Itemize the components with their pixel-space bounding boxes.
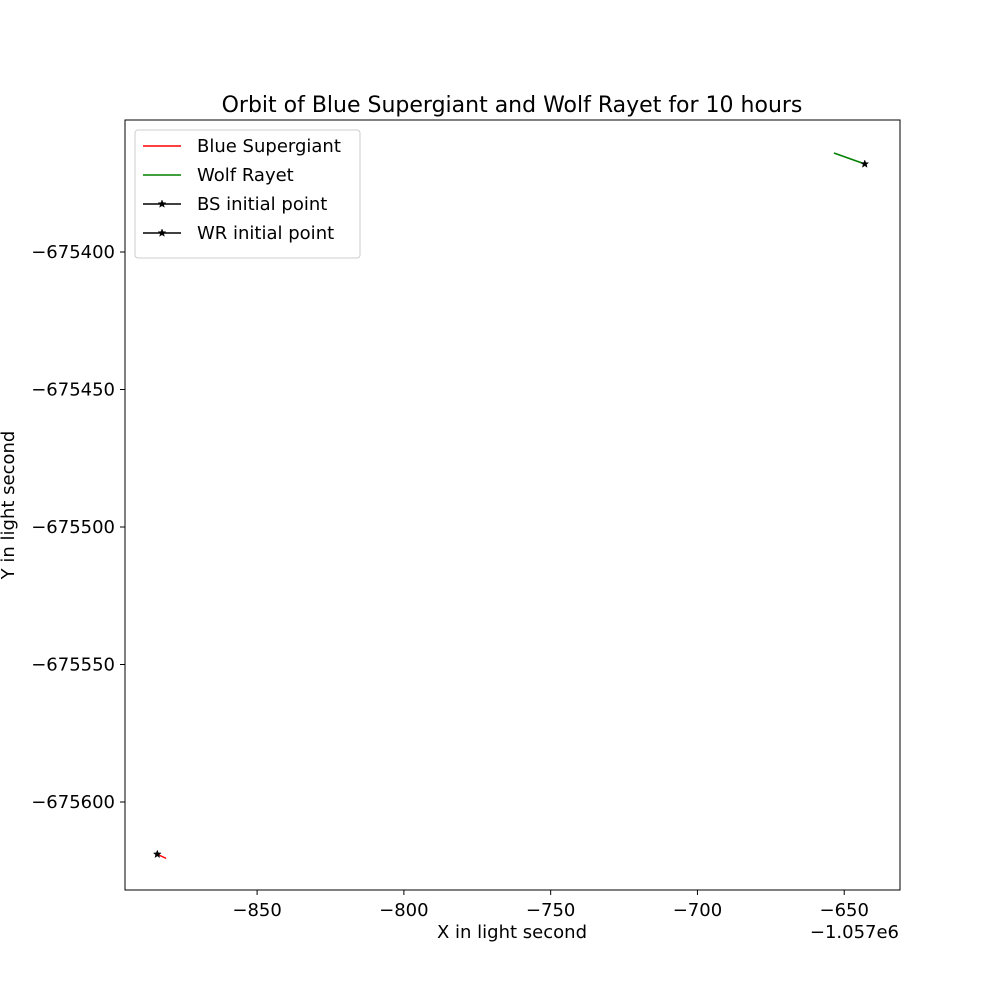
chart-title: Orbit of Blue Supergiant and Wolf Rayet … (222, 93, 803, 118)
legend-label-blue-supergiant: Blue Supergiant (197, 136, 341, 157)
y-tick-label: −675450 (31, 380, 115, 401)
x-tick-label: −850 (232, 900, 281, 921)
y-axis: −675400 −675450 −675500 −675550 −675600 (31, 242, 125, 813)
x-axis: −850 −800 −750 −700 −650 (232, 890, 869, 921)
x-tick-label: −700 (673, 900, 722, 921)
wr-initial-point-marker (861, 160, 869, 167)
y-tick-label: −675500 (31, 517, 115, 538)
legend-label-wolf-rayet: Wolf Rayet (197, 165, 294, 186)
x-tick-label: −750 (526, 900, 575, 921)
bs-initial-point-marker (153, 850, 161, 857)
wolf-rayet-line (834, 153, 865, 164)
y-tick-label: −675550 (31, 655, 115, 676)
legend-label-wr-initial-point: WR initial point (197, 223, 334, 244)
x-axis-label: X in light second (437, 922, 587, 943)
y-tick-label: −675400 (31, 242, 115, 263)
legend-label-bs-initial-point: BS initial point (197, 194, 327, 215)
x-offset-label: −1.057e6 (810, 922, 899, 943)
y-tick-label: −675600 (31, 792, 115, 813)
x-tick-label: −800 (379, 900, 428, 921)
legend: Blue Supergiant Wolf Rayet BS initial poin… (135, 130, 360, 258)
x-tick-label: −650 (819, 900, 868, 921)
series-layer (153, 153, 868, 858)
y-axis-label: Y in light second (0, 431, 19, 581)
